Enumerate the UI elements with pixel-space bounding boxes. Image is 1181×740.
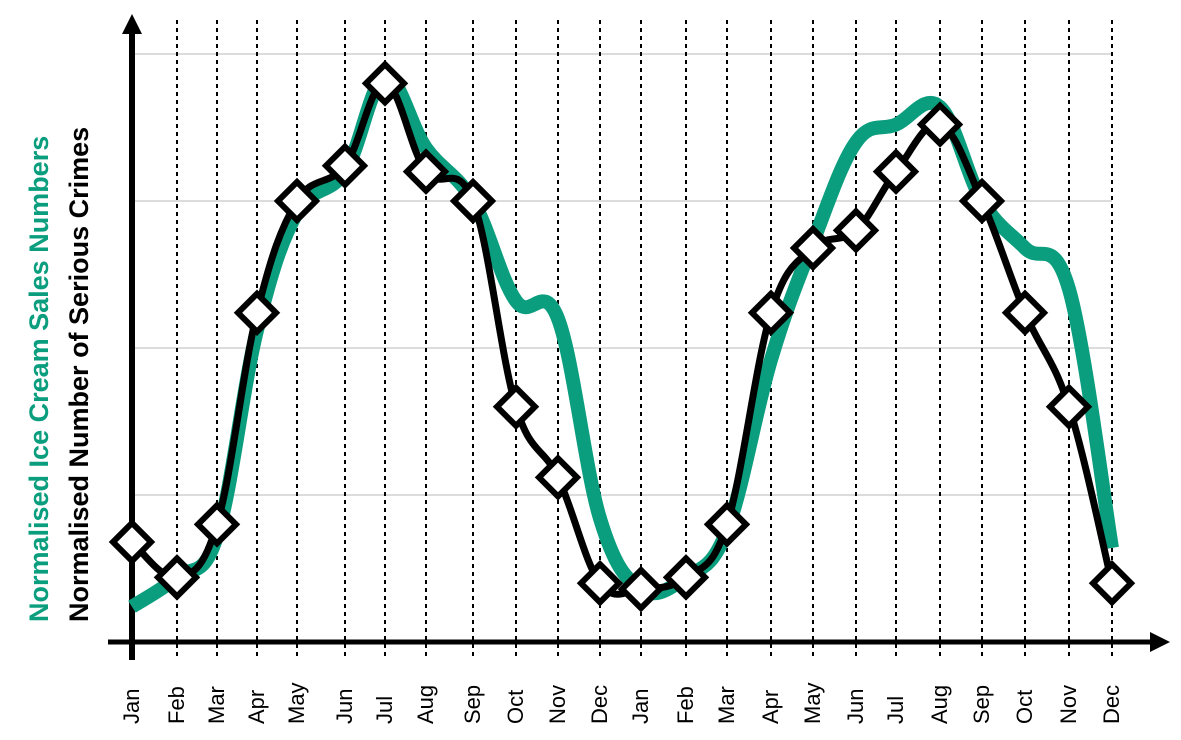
x-tick-label: Jul [372, 695, 397, 724]
y-axis-arrow-icon [122, 14, 142, 34]
x-tick-label: Feb [673, 686, 698, 724]
x-tick-label: Dec [1099, 684, 1124, 724]
diamond-marker [1001, 289, 1049, 336]
x-tick-label: May [284, 682, 309, 724]
diamond-marker [1045, 383, 1093, 431]
x-tick-label: Sep [969, 684, 994, 724]
diamond-marker [872, 148, 920, 195]
x-tick-label: Jun [843, 688, 868, 724]
x-tick-label: Apr [758, 689, 783, 724]
x-tick-label: Oct [503, 689, 528, 724]
diamond-marker [402, 148, 450, 195]
x-tick-label: Sep [460, 684, 485, 724]
diamond-marker [916, 101, 964, 148]
diamond-marker [233, 289, 281, 336]
diamond-marker [193, 501, 241, 548]
diamond-marker [662, 554, 710, 601]
x-tick-label: Dec [587, 684, 612, 724]
diamond-marker [576, 559, 624, 607]
diamond-marker [617, 565, 665, 613]
x-tick-label: Jun [332, 688, 357, 724]
diamond-marker [153, 554, 201, 601]
x-axis-arrow-icon [1150, 632, 1170, 652]
x-tick-label: Mar [204, 686, 229, 724]
diamond-marker [747, 289, 795, 336]
x-tick-label: Nov [545, 684, 570, 724]
diamond-marker [492, 383, 540, 431]
x-tick-label: Jan [628, 688, 653, 724]
axes [108, 14, 1170, 660]
diamond-marker [273, 177, 321, 225]
x-tick-label: Jan [119, 688, 144, 724]
x-tick-label: Mar [714, 686, 739, 724]
x-tick-label: Apr [244, 689, 269, 724]
serious-crimes-line [129, 79, 1116, 598]
diamond-marker [108, 518, 156, 566]
x-tick-label: Aug [927, 684, 952, 724]
x-tick-label: Jul [883, 695, 908, 724]
vertical-dotted-gridlines [176, 20, 1113, 660]
x-tick-label: May [800, 682, 825, 724]
y-axis-label-crimes: Normalised Number of Serious Crimes [64, 126, 94, 622]
diamond-marker [321, 142, 369, 189]
diamond-marker [534, 454, 582, 501]
diamond-marker [958, 177, 1006, 225]
diamond-marker [789, 224, 837, 272]
y-axis-label-ice-cream: Normalised Ice Cream Sales Numbers [24, 135, 54, 622]
diamond-marker [1088, 559, 1136, 607]
x-tick-label: Aug [413, 684, 438, 724]
diamond-marker [449, 177, 497, 225]
x-tick-label: Feb [164, 686, 189, 724]
crime-diamond-markers [108, 60, 1136, 613]
diamond-marker [703, 501, 751, 548]
diamond-marker [832, 207, 880, 254]
x-tick-label: Oct [1012, 689, 1037, 724]
diamond-marker [361, 60, 409, 107]
x-tick-label: Nov [1056, 684, 1081, 724]
